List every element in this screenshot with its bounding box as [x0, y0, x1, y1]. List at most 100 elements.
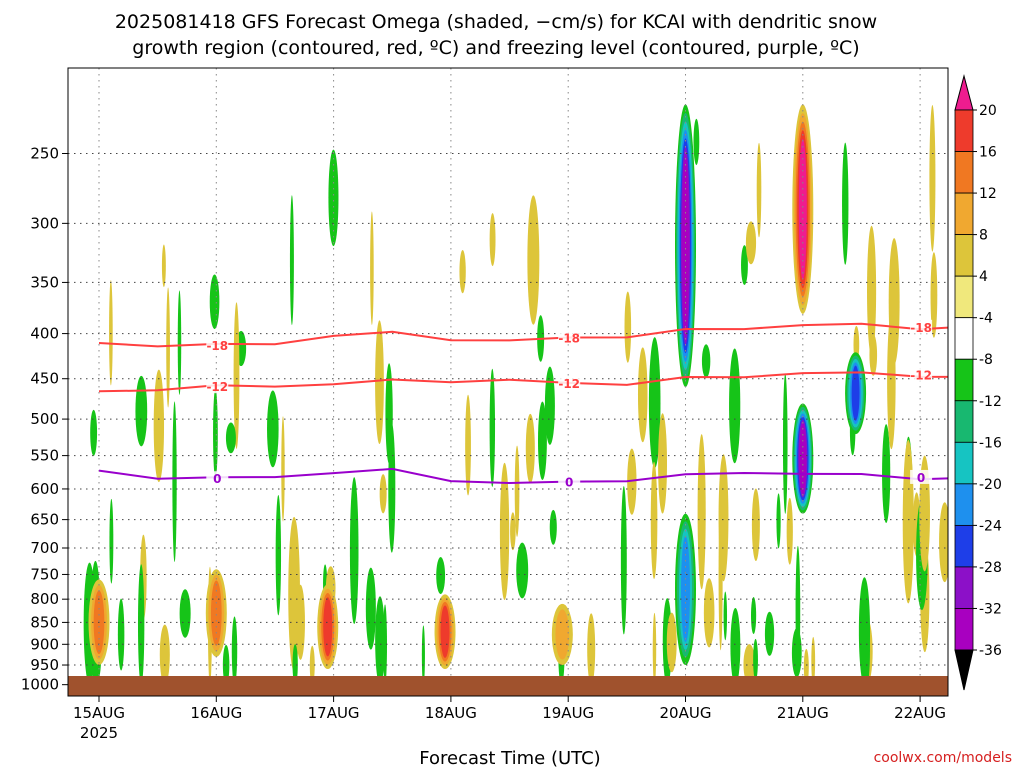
colorbar-label: -4 [979, 311, 993, 327]
omega-feature [555, 609, 570, 660]
colorbar-segment [954, 317, 974, 360]
omega-streak [436, 557, 446, 595]
omega-streak [222, 644, 230, 685]
contour-label: -12 [558, 377, 580, 391]
omega-streak [776, 493, 781, 549]
colorbar-segment [954, 400, 974, 443]
colorbar-bottom-arrow [954, 649, 974, 691]
omega-streak [292, 644, 298, 685]
colorbar-segment [954, 483, 974, 526]
omega-streak [117, 598, 125, 671]
omega-feature [440, 605, 450, 658]
omega-streak [650, 461, 658, 580]
y-tick-label: 700 [30, 539, 59, 557]
colorbar-label: -32 [979, 601, 1002, 617]
contour-label: -12 [206, 380, 228, 394]
omega-feature [323, 597, 333, 657]
omega-streak [365, 567, 376, 650]
contour-label-bg [206, 379, 229, 394]
colorbar-label: -28 [979, 560, 1002, 576]
x-tick-label: 20AUG [660, 704, 712, 722]
omega-streak [904, 446, 912, 531]
omega-streak [537, 401, 547, 480]
omega-streak [842, 142, 849, 265]
omega-streak [179, 589, 191, 638]
x-tick-label: 19AUG [542, 704, 594, 722]
omega-streak [295, 584, 305, 660]
omega-streak [209, 274, 220, 329]
contour-label: -12 [910, 368, 932, 382]
omega-streak [867, 225, 877, 357]
omega-feature [210, 580, 222, 646]
colorbar-segment [954, 192, 974, 236]
omega-streak [225, 422, 236, 454]
omega-streak [882, 424, 891, 523]
omega-streak [782, 373, 788, 514]
contour-label-bg [910, 319, 933, 334]
colorbar-label: 16 [979, 145, 997, 161]
omega-streak [370, 211, 374, 325]
chart-title-line2: growth region (contoured, red, ºC) and f… [132, 37, 859, 59]
x-tick-label: 15AUG [73, 704, 125, 722]
terrain-band [68, 676, 948, 696]
omega-streak [465, 394, 471, 496]
omega-streak [730, 607, 741, 685]
omega-streak [929, 104, 936, 252]
omega-feature [682, 155, 689, 337]
omega-streak [375, 596, 385, 685]
chart-title-line1: 2025081418 GFS Forecast Omega (shaded, −… [115, 11, 877, 33]
contour-label-bg [206, 471, 229, 486]
omega-streak [375, 320, 384, 445]
omega-streak [275, 494, 282, 616]
x-tick-label: 21AUG [777, 704, 829, 722]
omega-streak [741, 245, 748, 286]
y-axis: 250 300 350 400 450 500 550 600 650 700 750 800 850 9… [21, 144, 68, 694]
omega-streak [281, 416, 285, 522]
omega-streak [648, 337, 661, 469]
omega-streak [499, 462, 510, 601]
omega-streak [786, 497, 793, 565]
omega-streak [166, 287, 170, 408]
omega-streak [510, 512, 516, 551]
omega-feature [681, 536, 690, 643]
contour-label-bg [558, 474, 581, 489]
omega-streak [764, 611, 775, 656]
contour-label-bg [910, 469, 933, 484]
omega-streak [172, 401, 177, 563]
colorbar-segment [954, 234, 974, 277]
x-axis-year-label: 2025 [80, 724, 118, 742]
omega-streak [349, 477, 359, 625]
omega-streak [624, 291, 632, 363]
omega-streak [919, 455, 930, 572]
colorbar-label: -12 [979, 394, 1002, 410]
credit-text: coolwx.com/models [874, 750, 1012, 766]
omega-streak [489, 213, 496, 267]
x-axis-title: Forecast Time (UTC) [419, 748, 600, 768]
contour-label-bg [206, 337, 229, 352]
omega-streak [620, 486, 627, 635]
omega-streak [109, 498, 114, 584]
omega-streak [527, 195, 540, 325]
omega-streak [159, 624, 170, 685]
omega-streak [627, 448, 637, 515]
omega-streak [791, 628, 802, 678]
omega-streak [514, 445, 520, 537]
y-tick-label: 400 [30, 325, 59, 343]
omega-streak [459, 249, 466, 294]
y-tick-label: 1000 [21, 676, 59, 694]
contour-label: 0 [917, 471, 925, 485]
x-tick-label: 17AUG [308, 704, 360, 722]
omega-streak [756, 142, 762, 238]
colorbar-label: 8 [979, 228, 988, 244]
colorbar-label: -36 [979, 643, 1002, 659]
x-axis: 15AUG 16AUG 17AUG 18AUG 19AUG 20AUG 21AUG 22AUG [73, 696, 946, 722]
contour-label: -18 [910, 321, 932, 335]
omega-streak [750, 597, 757, 635]
colorbar-label: 20 [979, 103, 997, 119]
omega-streak [90, 409, 98, 456]
omega-streak [525, 413, 535, 484]
omega-streak [887, 313, 896, 450]
omega-streak [516, 542, 529, 599]
omega-streak [652, 612, 657, 685]
omega-streak [723, 591, 728, 641]
